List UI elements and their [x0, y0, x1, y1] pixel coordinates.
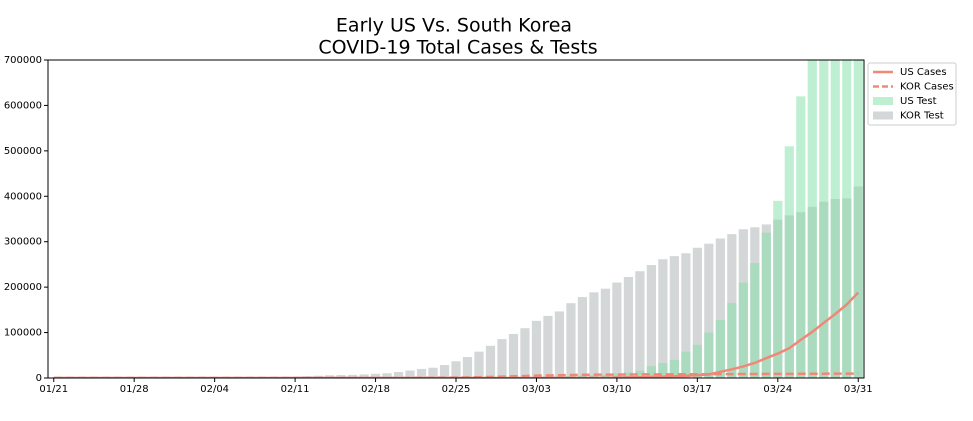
y-tick-label: 500000 [4, 146, 42, 157]
legend-swatch [873, 97, 893, 105]
bar [704, 243, 714, 378]
bar [646, 265, 656, 378]
bar [715, 238, 725, 378]
bar [370, 373, 381, 378]
y-tick-label: 400000 [4, 191, 42, 202]
bar [462, 357, 473, 378]
bar [428, 367, 438, 378]
bar [347, 374, 358, 378]
bar [658, 259, 668, 378]
bar [324, 375, 335, 378]
y-tick-label: 600000 [4, 100, 42, 111]
bar [612, 282, 622, 378]
bar [658, 363, 668, 378]
x-tick-label: 02/18 [361, 384, 390, 395]
y-tick-label: 200000 [4, 282, 42, 293]
legend-label: KOR Cases [900, 82, 954, 93]
bar [336, 375, 346, 378]
x-tick-label: 03/03 [522, 384, 551, 395]
bar [497, 339, 507, 378]
bar [405, 370, 415, 378]
legend-label: US Test [900, 96, 937, 107]
x-tick-label: 03/10 [602, 384, 631, 395]
bar [681, 253, 691, 378]
bar [704, 332, 714, 378]
bar [784, 146, 794, 378]
y-tick-label: 300000 [4, 237, 42, 248]
bar [393, 372, 404, 378]
legend: US Cases KOR Cases US Test KOR Test [867, 62, 957, 126]
bar [750, 263, 760, 378]
bar [577, 297, 588, 378]
bar [761, 232, 771, 378]
bar [451, 361, 461, 378]
bar [359, 374, 369, 378]
chart-title: Early US Vs. South Korea [336, 15, 572, 37]
bar [508, 333, 519, 378]
bar [830, 60, 840, 378]
bar [589, 292, 599, 378]
legend-swatch [873, 111, 893, 120]
chart-subtitle: COVID-19 Total Cases & Tests [318, 37, 597, 59]
bar [819, 60, 829, 378]
bar [635, 271, 645, 378]
bar [807, 60, 817, 378]
bar [796, 96, 806, 378]
x-tick-label: 02/04 [200, 384, 229, 395]
bar [554, 311, 565, 378]
x-tick-label: 02/11 [281, 384, 310, 395]
bar [531, 320, 542, 378]
bar [382, 373, 392, 378]
y-tick-label: 0 [36, 373, 42, 384]
x-tick-label: 01/21 [39, 384, 68, 395]
bar [842, 60, 852, 378]
bar [485, 345, 496, 378]
bar [727, 303, 737, 378]
bar [543, 315, 553, 378]
bar [635, 370, 645, 378]
bar [692, 344, 702, 378]
bar [669, 256, 679, 378]
bar [738, 282, 748, 378]
y-tick-label: 700000 [4, 55, 42, 66]
bar [566, 303, 576, 378]
bar [474, 351, 484, 378]
y-tick-label: 100000 [4, 328, 42, 339]
bar [681, 351, 691, 378]
bar [439, 365, 450, 378]
bar [623, 276, 633, 378]
legend-label: US Cases [900, 67, 947, 78]
legend-box [867, 62, 957, 126]
bar [853, 60, 863, 378]
x-tick-label: 03/17 [683, 384, 712, 395]
bar [715, 319, 725, 378]
bar [773, 200, 783, 378]
bar [692, 247, 702, 378]
bar [600, 288, 611, 378]
legend-label: KOR Test [900, 111, 944, 122]
x-tick-label: 01/28 [120, 384, 149, 395]
bar [669, 359, 679, 378]
bar [600, 374, 611, 378]
bar [623, 372, 633, 378]
bar [416, 368, 427, 378]
x-tick-label: 02/25 [442, 384, 471, 395]
bar [646, 366, 656, 378]
bar [612, 373, 622, 378]
x-tick-label: 03/24 [763, 384, 792, 395]
x-tick-label: 03/31 [844, 384, 873, 395]
bar [520, 328, 530, 378]
